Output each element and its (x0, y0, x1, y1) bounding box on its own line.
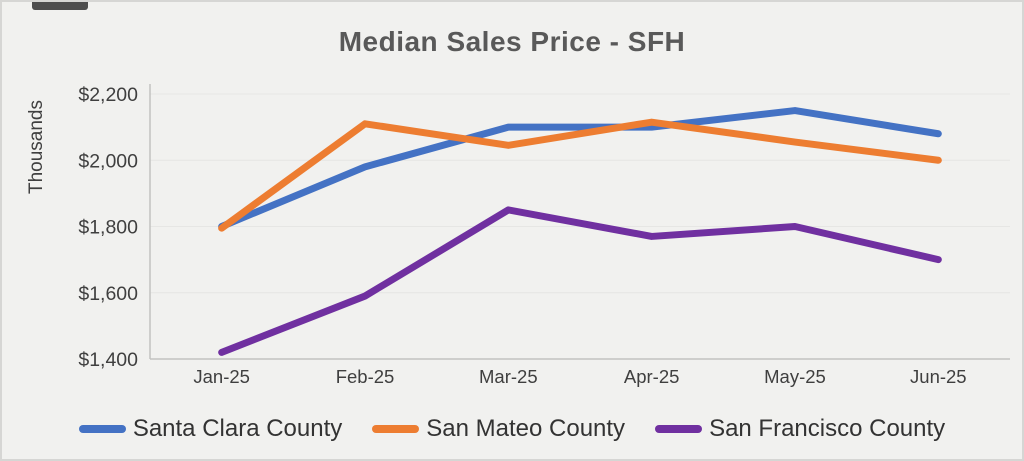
legend-swatch-santa-clara (78, 425, 126, 433)
legend-item-san-francisco: San Francisco County (655, 415, 945, 443)
series-line (218, 118, 942, 232)
x-tick-label: Mar-25 (479, 366, 538, 387)
x-tick-label: May-25 (764, 366, 826, 387)
legend-label-santa-clara: Santa Clara County (132, 415, 343, 442)
window-edge-artifact (32, 2, 88, 10)
x-tick-label: Jan-25 (193, 366, 250, 387)
x-tick-label: Jun-25 (910, 366, 967, 387)
legend-label-san-francisco: San Francisco County (709, 415, 946, 442)
legend-item-santa-clara: Santa Clara County (78, 415, 343, 443)
x-tick-label: Feb-25 (336, 366, 395, 387)
y-tick-label: $1,400 (78, 349, 138, 371)
legend-swatch-san-mateo (372, 425, 420, 433)
y-tick-label: $2,000 (78, 150, 138, 172)
legend-label-san-mateo: San Mateo County (426, 415, 626, 442)
legend-swatch-san-francisco (655, 425, 703, 433)
y-tick-label: $1,800 (78, 217, 138, 239)
series-line (218, 107, 942, 230)
x-tick-label: Apr-25 (624, 366, 680, 387)
chart-title: Median Sales Price - SFH (338, 26, 686, 57)
chart-legend: Santa Clara County San Mateo County San … (2, 415, 1022, 443)
legend-item-san-mateo: San Mateo County (372, 415, 625, 443)
y-tick-label: $2,200 (78, 84, 138, 106)
y-tick-label: $1,600 (78, 283, 138, 305)
series-line (218, 206, 942, 356)
